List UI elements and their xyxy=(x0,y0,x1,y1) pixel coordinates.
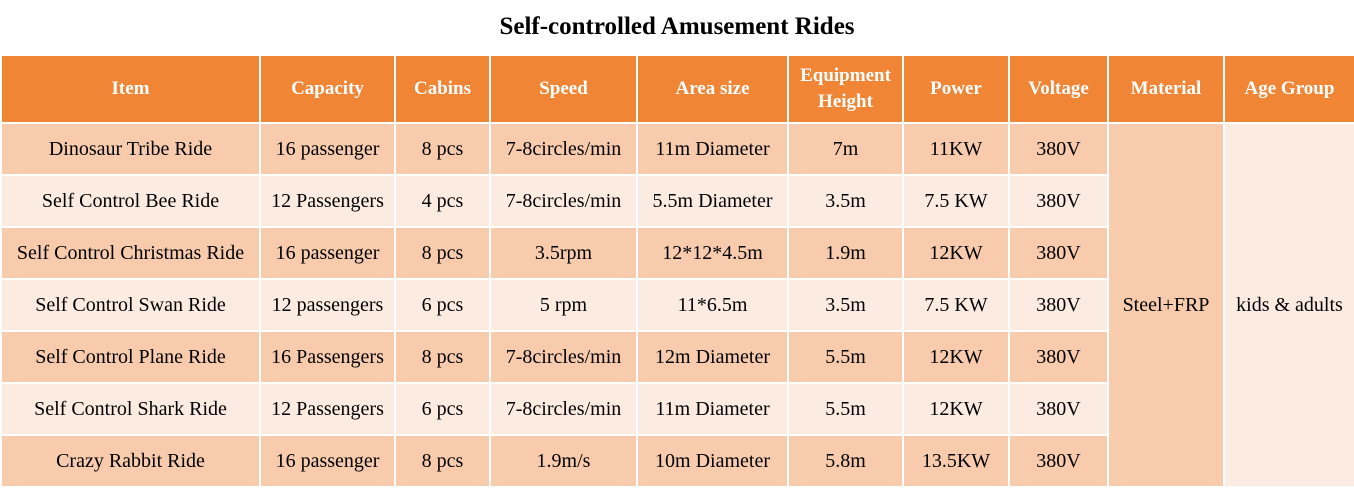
cell-height: 5.5m xyxy=(787,330,904,384)
cell-material: Steel+FRP xyxy=(1107,122,1225,488)
header-power: Power xyxy=(902,54,1010,124)
cell-area: 5.5m Diameter xyxy=(636,174,789,228)
table-row: Dinosaur Tribe Ride 16 passenger 8 pcs 7… xyxy=(0,122,1354,488)
rides-table: Item Capacity Cabins Speed Area size Equ… xyxy=(0,54,1354,488)
cell-speed: 7-8circles/min xyxy=(489,382,638,436)
cell-voltage: 380V xyxy=(1008,382,1109,436)
cell-capacity: 12 Passengers xyxy=(259,382,396,436)
header-cabins: Cabins xyxy=(394,54,491,124)
cell-speed: 3.5rpm xyxy=(489,226,638,280)
cell-capacity: 16 passenger xyxy=(259,434,396,488)
header-row: Item Capacity Cabins Speed Area size Equ… xyxy=(0,54,1354,124)
cell-area: 12*12*4.5m xyxy=(636,226,789,280)
cell-cabins: 8 pcs xyxy=(394,226,491,280)
cell-height: 5.8m xyxy=(787,434,904,488)
cell-area: 11*6.5m xyxy=(636,278,789,332)
header-area: Area size xyxy=(636,54,789,124)
cell-area: 10m Diameter xyxy=(636,434,789,488)
cell-speed: 7-8circles/min xyxy=(489,122,638,176)
header-item: Item xyxy=(0,54,261,124)
cell-area: 11m Diameter xyxy=(636,382,789,436)
cell-item: Dinosaur Tribe Ride xyxy=(0,122,261,176)
cell-power: 12KW xyxy=(902,382,1010,436)
table-row: Self Control Bee Ride 12 Passengers 4 pc… xyxy=(0,174,1354,228)
table-row: Self Control Christmas Ride 16 passenger… xyxy=(0,226,1354,280)
cell-height: 7m xyxy=(787,122,904,176)
cell-power: 12KW xyxy=(902,330,1010,384)
cell-cabins: 4 pcs xyxy=(394,174,491,228)
cell-height: 3.5m xyxy=(787,278,904,332)
header-age-group: Age Group xyxy=(1223,54,1354,124)
cell-voltage: 380V xyxy=(1008,122,1109,176)
cell-speed: 1.9m/s xyxy=(489,434,638,488)
table-row: Self Control Swan Ride 12 passengers 6 p… xyxy=(0,278,1354,332)
cell-voltage: 380V xyxy=(1008,278,1109,332)
header-speed: Speed xyxy=(489,54,638,124)
cell-speed: 5 rpm xyxy=(489,278,638,332)
cell-voltage: 380V xyxy=(1008,174,1109,228)
cell-item: Self Control Shark Ride xyxy=(0,382,261,436)
cell-height: 1.9m xyxy=(787,226,904,280)
cell-cabins: 8 pcs xyxy=(394,434,491,488)
cell-capacity: 16 passenger xyxy=(259,122,396,176)
header-height-line1: Equipment xyxy=(800,65,891,86)
header-material: Material xyxy=(1107,54,1225,124)
cell-age-group: kids & adults xyxy=(1223,122,1354,488)
cell-power: 7.5 KW xyxy=(902,174,1010,228)
cell-cabins: 6 pcs xyxy=(394,382,491,436)
cell-capacity: 16 passenger xyxy=(259,226,396,280)
cell-capacity: 12 Passengers xyxy=(259,174,396,228)
table-row: Self Control Shark Ride 12 Passengers 6 … xyxy=(0,382,1354,436)
cell-cabins: 8 pcs xyxy=(394,330,491,384)
cell-capacity: 16 Passengers xyxy=(259,330,396,384)
cell-voltage: 380V xyxy=(1008,330,1109,384)
cell-item: Crazy Rabbit Ride xyxy=(0,434,261,488)
header-height: Equipment Height xyxy=(787,54,904,124)
cell-area: 12m Diameter xyxy=(636,330,789,384)
cell-height: 5.5m xyxy=(787,382,904,436)
cell-capacity: 12 passengers xyxy=(259,278,396,332)
cell-power: 11KW xyxy=(902,122,1010,176)
cell-power: 13.5KW xyxy=(902,434,1010,488)
cell-power: 7.5 KW xyxy=(902,278,1010,332)
cell-voltage: 380V xyxy=(1008,434,1109,488)
header-capacity: Capacity xyxy=(259,54,396,124)
cell-height: 3.5m xyxy=(787,174,904,228)
table-row: Crazy Rabbit Ride 16 passenger 8 pcs 1.9… xyxy=(0,434,1354,488)
cell-voltage: 380V xyxy=(1008,226,1109,280)
cell-speed: 7-8circles/min xyxy=(489,174,638,228)
cell-cabins: 8 pcs xyxy=(394,122,491,176)
cell-item: Self Control Christmas Ride xyxy=(0,226,261,280)
header-height-line2: Height xyxy=(818,91,873,112)
cell-item: Self Control Plane Ride xyxy=(0,330,261,384)
cell-item: Self Control Bee Ride xyxy=(0,174,261,228)
table-row: Self Control Plane Ride 16 Passengers 8 … xyxy=(0,330,1354,384)
header-voltage: Voltage xyxy=(1008,54,1109,124)
cell-area: 11m Diameter xyxy=(636,122,789,176)
cell-cabins: 6 pcs xyxy=(394,278,491,332)
page-title: Self-controlled Amusement Rides xyxy=(499,13,855,40)
cell-power: 12KW xyxy=(902,226,1010,280)
cell-item: Self Control Swan Ride xyxy=(0,278,261,332)
cell-speed: 7-8circles/min xyxy=(489,330,638,384)
